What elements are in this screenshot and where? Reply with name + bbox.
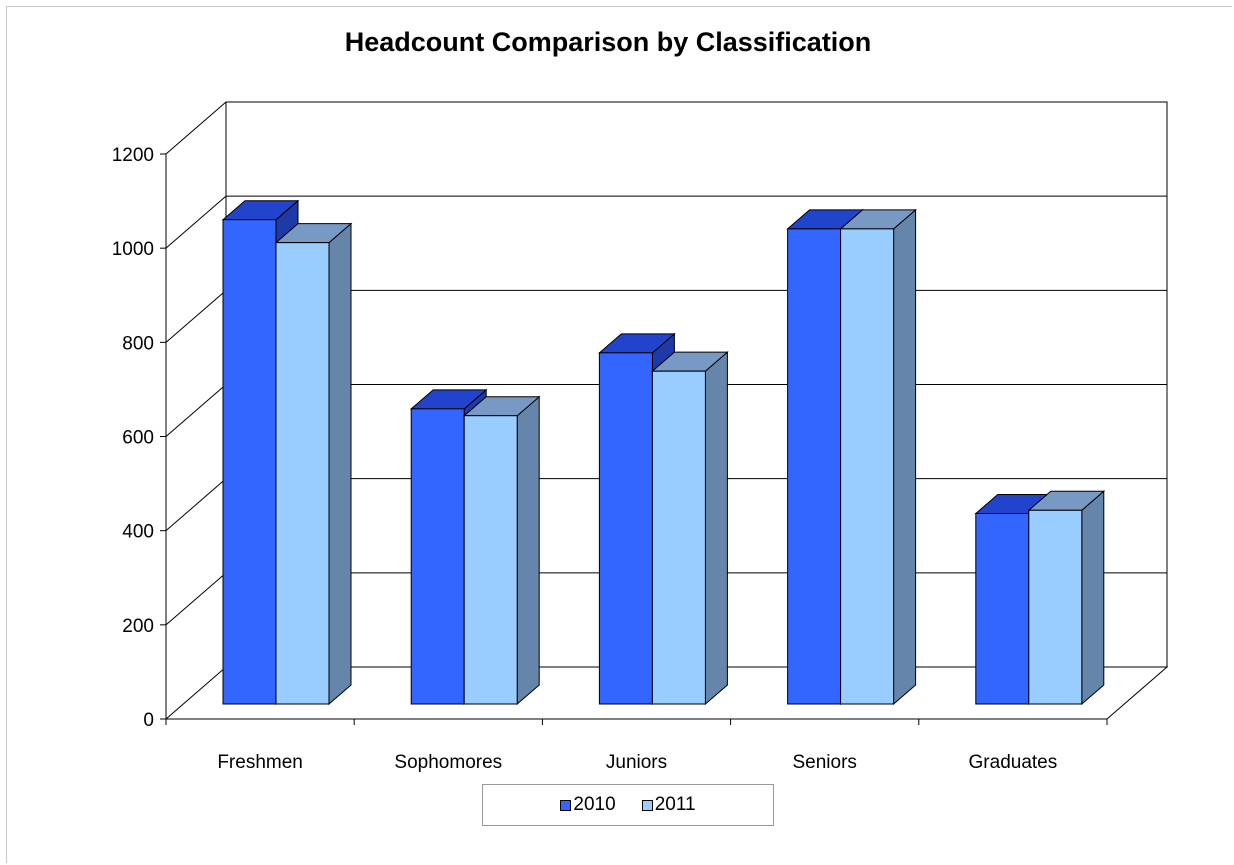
bar-sophomores-2011	[462, 395, 541, 706]
bar-freshmen-2011	[274, 222, 353, 706]
bar-front	[598, 352, 653, 705]
bar-side	[328, 222, 352, 706]
x-tick-label-freshmen: Freshmen	[217, 752, 303, 773]
bar-side	[704, 351, 728, 706]
bar-side	[893, 208, 917, 706]
bar-front	[275, 242, 330, 705]
legend-label-2010: 2010	[573, 794, 616, 815]
bar-juniors-2011	[651, 351, 729, 706]
y-tick-label-600: 600	[122, 428, 154, 449]
legend-swatch-2011	[641, 799, 653, 811]
x-tick-label-graduates: Graduates	[969, 752, 1058, 773]
y-tick-label-0: 0	[143, 710, 154, 731]
x-tick-label-juniors: Juniors	[606, 752, 667, 773]
chart-frame	[6, 6, 1232, 863]
bar-front	[651, 370, 706, 705]
bar-front	[410, 408, 465, 705]
chart-legend: 2010 2011	[482, 784, 774, 826]
gridline-side-400	[165, 478, 227, 532]
x-tick-label-seniors: Seniors	[792, 752, 856, 773]
bar-front	[222, 219, 277, 705]
legend-swatch-2010	[560, 799, 572, 811]
legend-item-2011: 2011	[641, 794, 696, 816]
bar-front	[975, 512, 1030, 705]
chart-side-wall-top-edge	[165, 101, 227, 155]
bar-front	[1028, 509, 1083, 705]
y-tick-label-400: 400	[122, 522, 154, 543]
gridline-side-600	[165, 384, 227, 437]
bar-front	[463, 415, 518, 705]
bar-seniors-2011	[839, 208, 917, 706]
y-tick-label-1000: 1000	[112, 239, 154, 260]
legend-item-2010: 2010	[560, 794, 616, 816]
gridline-side-200	[165, 572, 227, 626]
bar-side	[516, 395, 540, 706]
bar-graduates-2011	[1027, 490, 1106, 706]
x-tick-label-sophomores: Sophomores	[394, 752, 502, 773]
bar-front	[840, 228, 895, 705]
y-tick-label-200: 200	[122, 616, 154, 637]
y-tick-label-800: 800	[122, 333, 154, 354]
chart-title: Headcount Comparison by Classification	[344, 27, 872, 57]
legend-label-2011: 2011	[654, 794, 696, 815]
bar-side	[1081, 490, 1105, 706]
bar-front	[787, 228, 842, 705]
gridline-side-1000	[165, 195, 227, 249]
gridline-side-800	[165, 289, 227, 343]
y-tick-label-1200: 1200	[112, 145, 154, 166]
